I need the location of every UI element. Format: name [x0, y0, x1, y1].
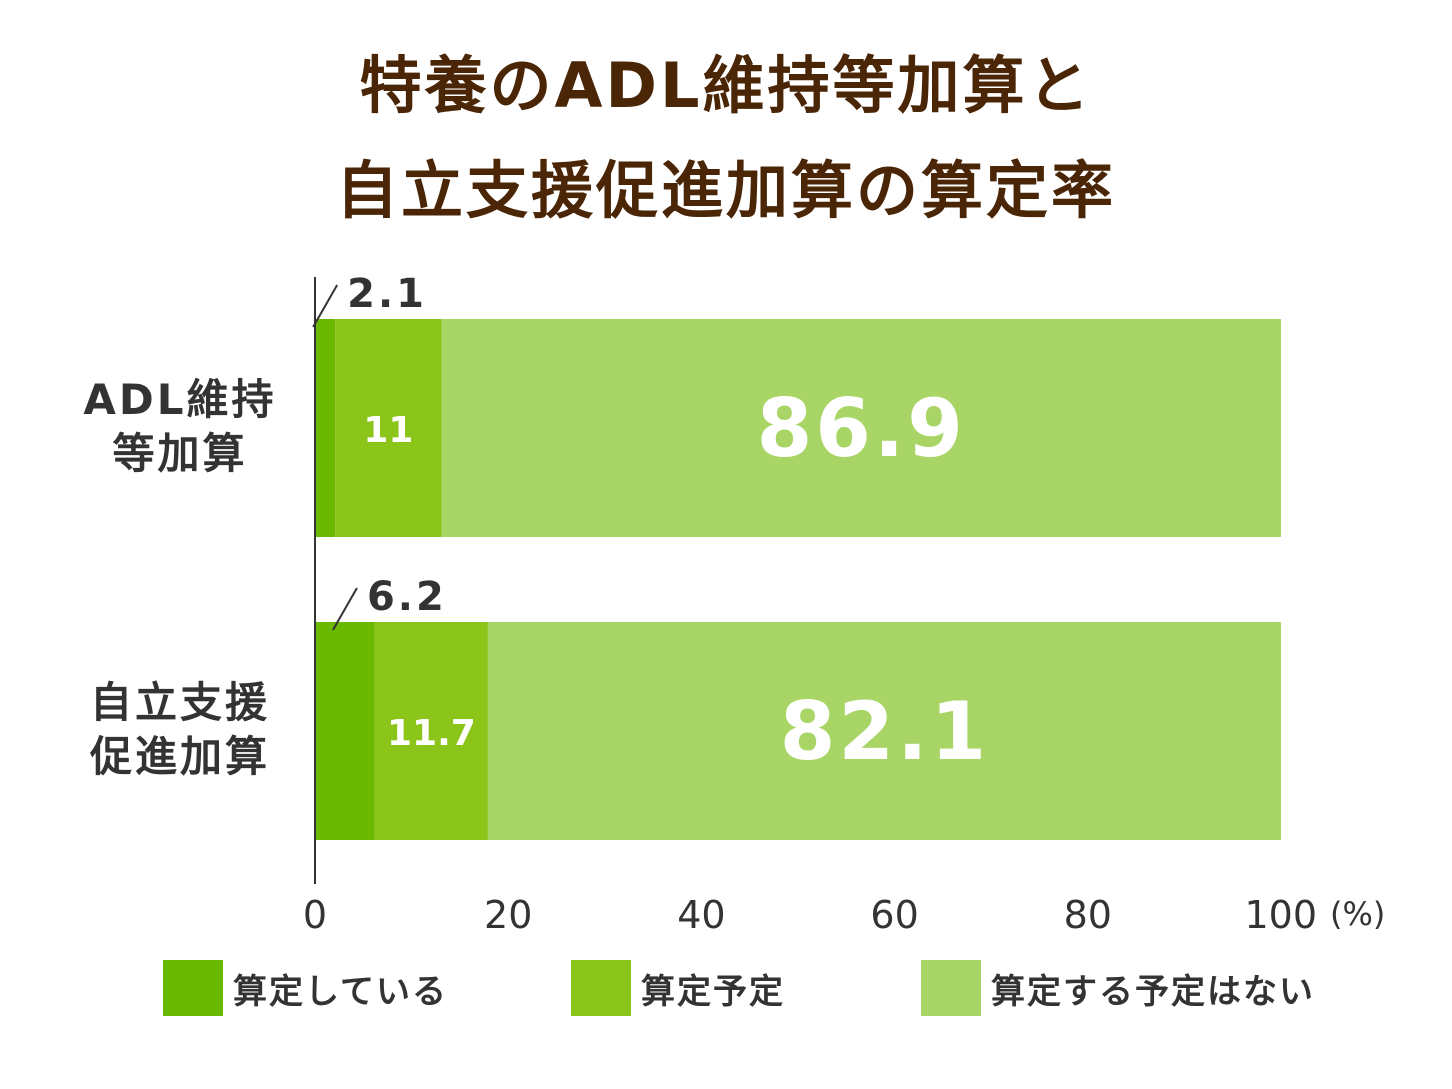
- bar-segment-1-1: [374, 622, 488, 840]
- x-tick-label-40: 40: [677, 893, 725, 937]
- value-label-1-1: 11.7: [387, 713, 476, 754]
- legend-swatch-not-planned: [921, 960, 981, 1016]
- x-axis-unit: (%): [1330, 895, 1385, 933]
- legend-item-calculating: 算定している: [163, 960, 448, 1016]
- category-label-jiritsu: 自立支援 促進加算: [65, 676, 295, 784]
- category-label-adl-line1: ADL維持: [83, 375, 277, 424]
- leader-line-1: [332, 587, 358, 631]
- legend-swatch-planned: [571, 960, 631, 1016]
- legend-item-planned: 算定予定: [571, 960, 785, 1016]
- bar-segment-1-2: [487, 622, 1281, 840]
- value-label-0-0: 2.1: [347, 271, 427, 317]
- legend-label-planned: 算定予定: [641, 971, 785, 1012]
- legend-label-not-planned: 算定する予定はない: [991, 971, 1315, 1012]
- bar-segment-0-0: [315, 319, 336, 537]
- category-label-adl: ADL維持 等加算: [65, 373, 295, 481]
- legend-item-not-planned: 算定する予定はない: [921, 960, 1315, 1016]
- value-label-1-0: 6.2: [367, 574, 447, 620]
- chart-title-line-2: 自立支援促進加算の算定率: [335, 154, 1116, 227]
- x-tick-label-80: 80: [1064, 893, 1112, 937]
- value-label-0-2: 86.9: [757, 382, 966, 475]
- category-label-adl-line2: 等加算: [112, 429, 248, 478]
- chart-title-line-1: 特養のADL維持等加算と: [359, 49, 1093, 122]
- x-tick-label-20: 20: [484, 893, 532, 937]
- bar-segment-1-0: [315, 622, 375, 840]
- bar-segment-0-1: [335, 319, 442, 537]
- value-label-0-1: 11: [363, 410, 413, 451]
- leader-line-0: [312, 284, 339, 328]
- x-tick-label-60: 60: [870, 893, 918, 937]
- x-tick-label-0: 0: [303, 893, 327, 937]
- category-label-jiritsu-line1: 自立支援: [89, 678, 270, 727]
- category-label-jiritsu-line2: 促進加算: [89, 732, 270, 781]
- value-label-1-2: 82.1: [780, 685, 989, 778]
- legend-swatch-calculating: [163, 960, 223, 1016]
- legend-label-calculating: 算定している: [233, 971, 448, 1012]
- x-tick-label-100: 100: [1244, 893, 1317, 937]
- bar-segment-0-2: [441, 319, 1281, 537]
